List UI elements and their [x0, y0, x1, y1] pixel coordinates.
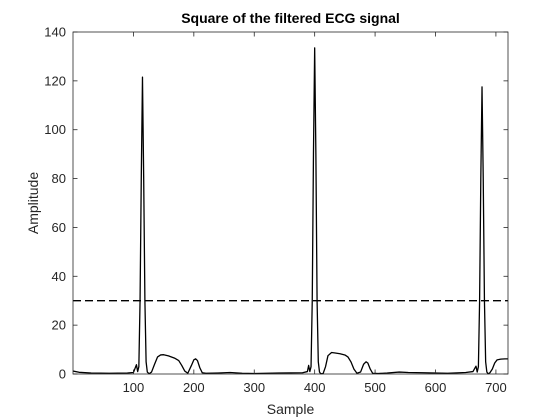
x-tick-label: 200 [183, 380, 205, 395]
y-axis-label: Amplitude [25, 172, 41, 234]
chart-title: Square of the filtered ECG signal [181, 10, 400, 26]
ticks-layer: 100 200 300 400 500 600 700 0 20 40 60 80 100 120 140 [44, 25, 508, 395]
signal-line [72, 47, 508, 375]
x-axis-label: Sample [267, 401, 315, 417]
y-tick-label: 60 [52, 220, 66, 235]
x-tick-label: 100 [123, 380, 145, 395]
y-tick-label: 120 [44, 73, 66, 88]
plot-frame [72, 31, 509, 375]
plot-background [73, 32, 508, 374]
x-tick-label: 300 [243, 380, 265, 395]
x-tick-label: 400 [304, 380, 326, 395]
x-tick-label: 700 [485, 380, 507, 395]
y-tick-label: 100 [44, 122, 66, 137]
y-tick-label: 0 [59, 367, 66, 382]
x-tick-label: 600 [425, 380, 447, 395]
y-tick-label: 80 [52, 171, 66, 186]
y-tick-label: 140 [44, 25, 66, 40]
x-tick-label: 500 [364, 380, 386, 395]
series-layer [72, 47, 508, 375]
y-tick-label: 20 [52, 318, 66, 333]
y-tick-label: 40 [52, 269, 66, 284]
